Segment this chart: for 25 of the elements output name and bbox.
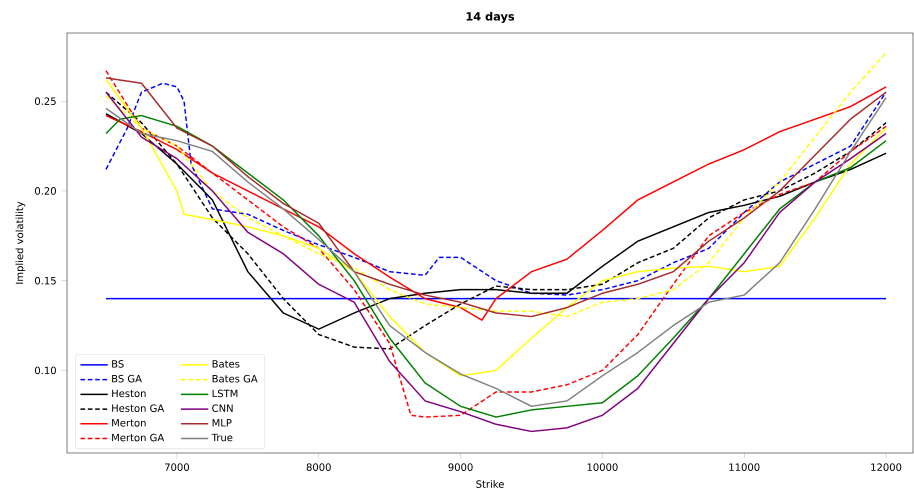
x-tick-label: 7000 — [165, 463, 189, 471]
x-tick-label: 9000 — [448, 463, 473, 471]
x-tick-label: 12000 — [871, 463, 902, 471]
y-tick-label: 0.10 — [35, 366, 56, 374]
y-tick-label: 0.15 — [35, 276, 56, 284]
legend-label: True — [212, 434, 232, 442]
y-axis-title: Implied volatility — [16, 202, 26, 284]
legend-label: BS — [112, 360, 124, 368]
x-tick-label: 10000 — [588, 463, 618, 471]
legend-label: Heston GA — [112, 404, 164, 412]
legend-label: Bates — [212, 360, 240, 368]
y-tick-label: 0.25 — [35, 97, 56, 105]
x-tick-label: 11000 — [729, 463, 760, 471]
legend-label: MLP — [212, 419, 232, 426]
x-axis-title: Strike — [476, 480, 504, 488]
legend-label: Merton — [112, 419, 146, 427]
legend-label: Bates GA — [212, 374, 258, 382]
x-tick-label: 8000 — [306, 463, 331, 471]
legend-label: Heston — [112, 390, 146, 398]
legend-label: LSTM — [212, 390, 238, 398]
legend-label: Merton GA — [112, 434, 164, 442]
chart-title: 14 days — [466, 12, 514, 23]
legend-label: BS GA — [112, 374, 142, 382]
y-tick-label: 0.20 — [35, 187, 56, 195]
legend-label: CNN — [212, 404, 233, 412]
